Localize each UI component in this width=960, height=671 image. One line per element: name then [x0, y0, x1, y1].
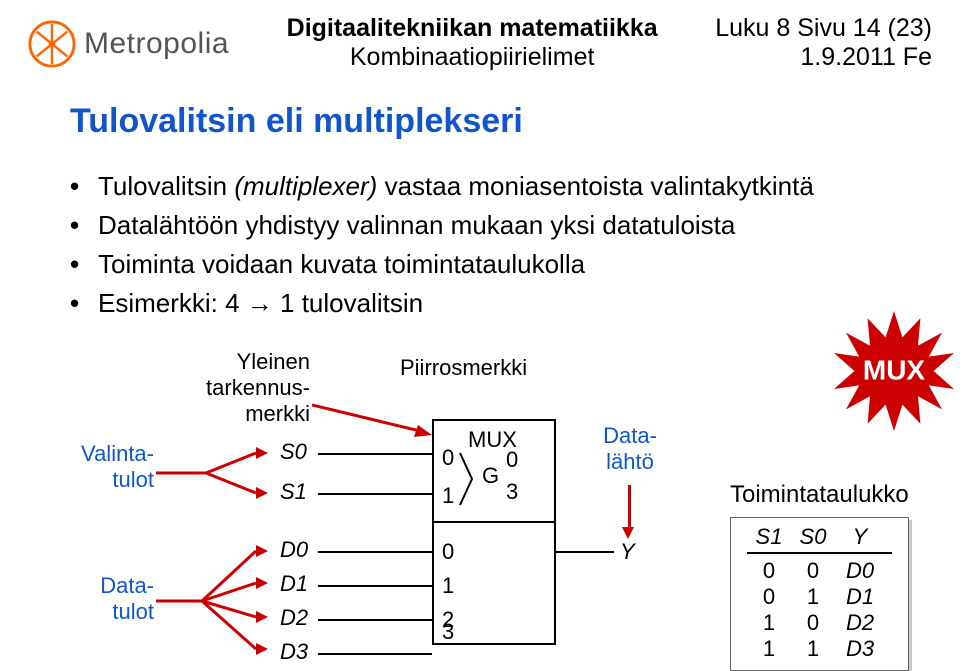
- text: tarkennus-: [160, 375, 310, 401]
- wire: [318, 453, 432, 455]
- text: tulot: [64, 467, 154, 493]
- bullet-item: • Datalähtöön yhdistyy valinnan mukaan y…: [70, 208, 910, 243]
- text: vastaa moniasentoista valintakytkintä: [385, 171, 814, 201]
- wire: [318, 653, 432, 655]
- bullet-list: • Tulovalitsin (multiplexer) vastaa moni…: [70, 169, 910, 321]
- bullet-text: Datalähtöön yhdistyy valinnan mukaan yks…: [98, 208, 910, 243]
- th-y: Y: [835, 524, 885, 550]
- logo-text: Metropolia: [84, 27, 229, 61]
- truth-title: Toimintataulukko: [730, 481, 909, 509]
- mux-starburst: MUX: [834, 311, 954, 431]
- truth-table-box: S1 S0 Y 0 0 D0 0 1 D1 1 0 D2: [730, 517, 909, 671]
- metropolia-logo-icon: [28, 20, 76, 68]
- cell: 1: [807, 636, 819, 661]
- wire: [318, 619, 432, 621]
- text: lähtö: [590, 449, 670, 475]
- cell: 0: [807, 558, 819, 583]
- text: Tulovalitsin: [98, 171, 234, 201]
- table-row: S1 S0 Y: [747, 524, 892, 554]
- valinta-arrows-icon: [156, 445, 276, 501]
- divider: [434, 521, 554, 523]
- header-right: Luku 8 Sivu 14 (23) 1.9.2011 Fe: [715, 14, 932, 72]
- valinta-tulot-label: Valinta- tulot: [64, 441, 154, 493]
- bullet-dot: •: [70, 169, 98, 204]
- text: Data-: [80, 573, 154, 599]
- text: Data-: [590, 423, 670, 449]
- page-date: 1.9.2011 Fe: [715, 43, 932, 72]
- g-top: 0: [506, 447, 518, 473]
- g-bracket-icon: [458, 451, 480, 507]
- table-row: 1 1 D3: [747, 636, 892, 662]
- bullet-text: Toiminta voidaan kuvata toimintataulukol…: [98, 247, 910, 282]
- bullet-dot: •: [70, 247, 98, 282]
- wire-out: [554, 551, 614, 553]
- wire: [318, 585, 432, 587]
- cell: 0: [763, 558, 775, 583]
- g-label: G: [482, 463, 499, 489]
- table-row: 0 1 D1: [747, 584, 892, 610]
- mux-symbol: MUX 0 1 G 0 3 0 1 2 3: [432, 419, 556, 645]
- yleinen-arrow-icon: [312, 397, 442, 437]
- bullet-dot: •: [70, 208, 98, 243]
- sig-d1: D1: [280, 571, 308, 597]
- cell: D2: [835, 610, 885, 636]
- wire: [318, 551, 432, 553]
- data-arrows-icon: [156, 541, 276, 661]
- slide-heading: Tulovalitsin eli multiplekseri: [70, 102, 910, 141]
- cell: 0: [763, 584, 775, 609]
- din3: 3: [442, 619, 454, 645]
- sel0-label: 0: [442, 445, 454, 471]
- main-content: Tulovalitsin eli multiplekseri • Tuloval…: [0, 72, 960, 671]
- data-tulot-label: Data- tulot: [80, 573, 154, 625]
- header-center: Digitaalitekniikan matematiikka Kombinaa…: [229, 14, 715, 72]
- sig-s0: S0: [280, 439, 307, 465]
- yleinen-label: Yleinen tarkennus- merkki: [160, 349, 310, 427]
- page-header: Metropolia Digitaalitekniikan matematiik…: [0, 0, 960, 72]
- arrow-down-line: [628, 485, 631, 529]
- bullet-text: Tulovalitsin (multiplexer) vastaa monias…: [98, 169, 910, 204]
- datalahto-label: Data- lähtö: [590, 423, 670, 475]
- sig-d2: D2: [280, 605, 308, 631]
- page-ref: Luku 8 Sivu 14 (23): [715, 14, 932, 43]
- cell: D3: [835, 636, 885, 662]
- text: tulot: [80, 599, 154, 625]
- cell: D1: [835, 584, 885, 610]
- mux-burst-label: MUX: [863, 355, 925, 387]
- bullet-item: • Toiminta voidaan kuvata toimintatauluk…: [70, 247, 910, 282]
- bullet-text: Esimerkki: 4 → 1 tulovalitsin: [98, 286, 910, 321]
- cell: 1: [807, 584, 819, 609]
- bullet-item: • Esimerkki: 4 → 1 tulovalitsin: [70, 286, 910, 321]
- sig-d3: D3: [280, 639, 308, 665]
- g-bot: 3: [506, 479, 518, 505]
- sig-s1: S1: [280, 479, 307, 505]
- text: Valinta-: [64, 441, 154, 467]
- bullet-dot: •: [70, 286, 98, 321]
- cell: 0: [807, 610, 819, 635]
- cell: 1: [763, 610, 775, 635]
- cell: D0: [835, 558, 885, 584]
- text-italic: (multiplexer): [234, 171, 384, 201]
- logo: Metropolia: [28, 20, 229, 68]
- din1: 1: [442, 573, 454, 599]
- cell: 1: [763, 636, 775, 661]
- sig-y: Y: [620, 539, 635, 565]
- table-row: 0 0 D0: [747, 558, 892, 584]
- header-subtitle: Kombinaatiopiirielimet: [229, 43, 715, 72]
- header-title: Digitaalitekniikan matematiikka: [229, 14, 715, 43]
- sig-d0: D0: [280, 537, 308, 563]
- truth-table: Toimintataulukko S1 S0 Y 0 0 D0 0 1 D1: [730, 481, 909, 671]
- diagram-area: MUX Yleinen tarkennus- merkki Valinta- t…: [70, 341, 910, 671]
- piirrosmerkki-label: Piirrosmerkki: [400, 355, 527, 381]
- bullet-item: • Tulovalitsin (multiplexer) vastaa moni…: [70, 169, 910, 204]
- th-s1: S1: [747, 524, 791, 550]
- sel1-label: 1: [442, 483, 454, 509]
- wire: [318, 493, 432, 495]
- arrow-down-head-icon: [622, 527, 634, 539]
- text: Yleinen: [160, 349, 310, 375]
- table-row: 1 0 D2: [747, 610, 892, 636]
- text: merkki: [160, 401, 310, 427]
- th-s0: S0: [791, 524, 835, 550]
- din0: 0: [442, 539, 454, 565]
